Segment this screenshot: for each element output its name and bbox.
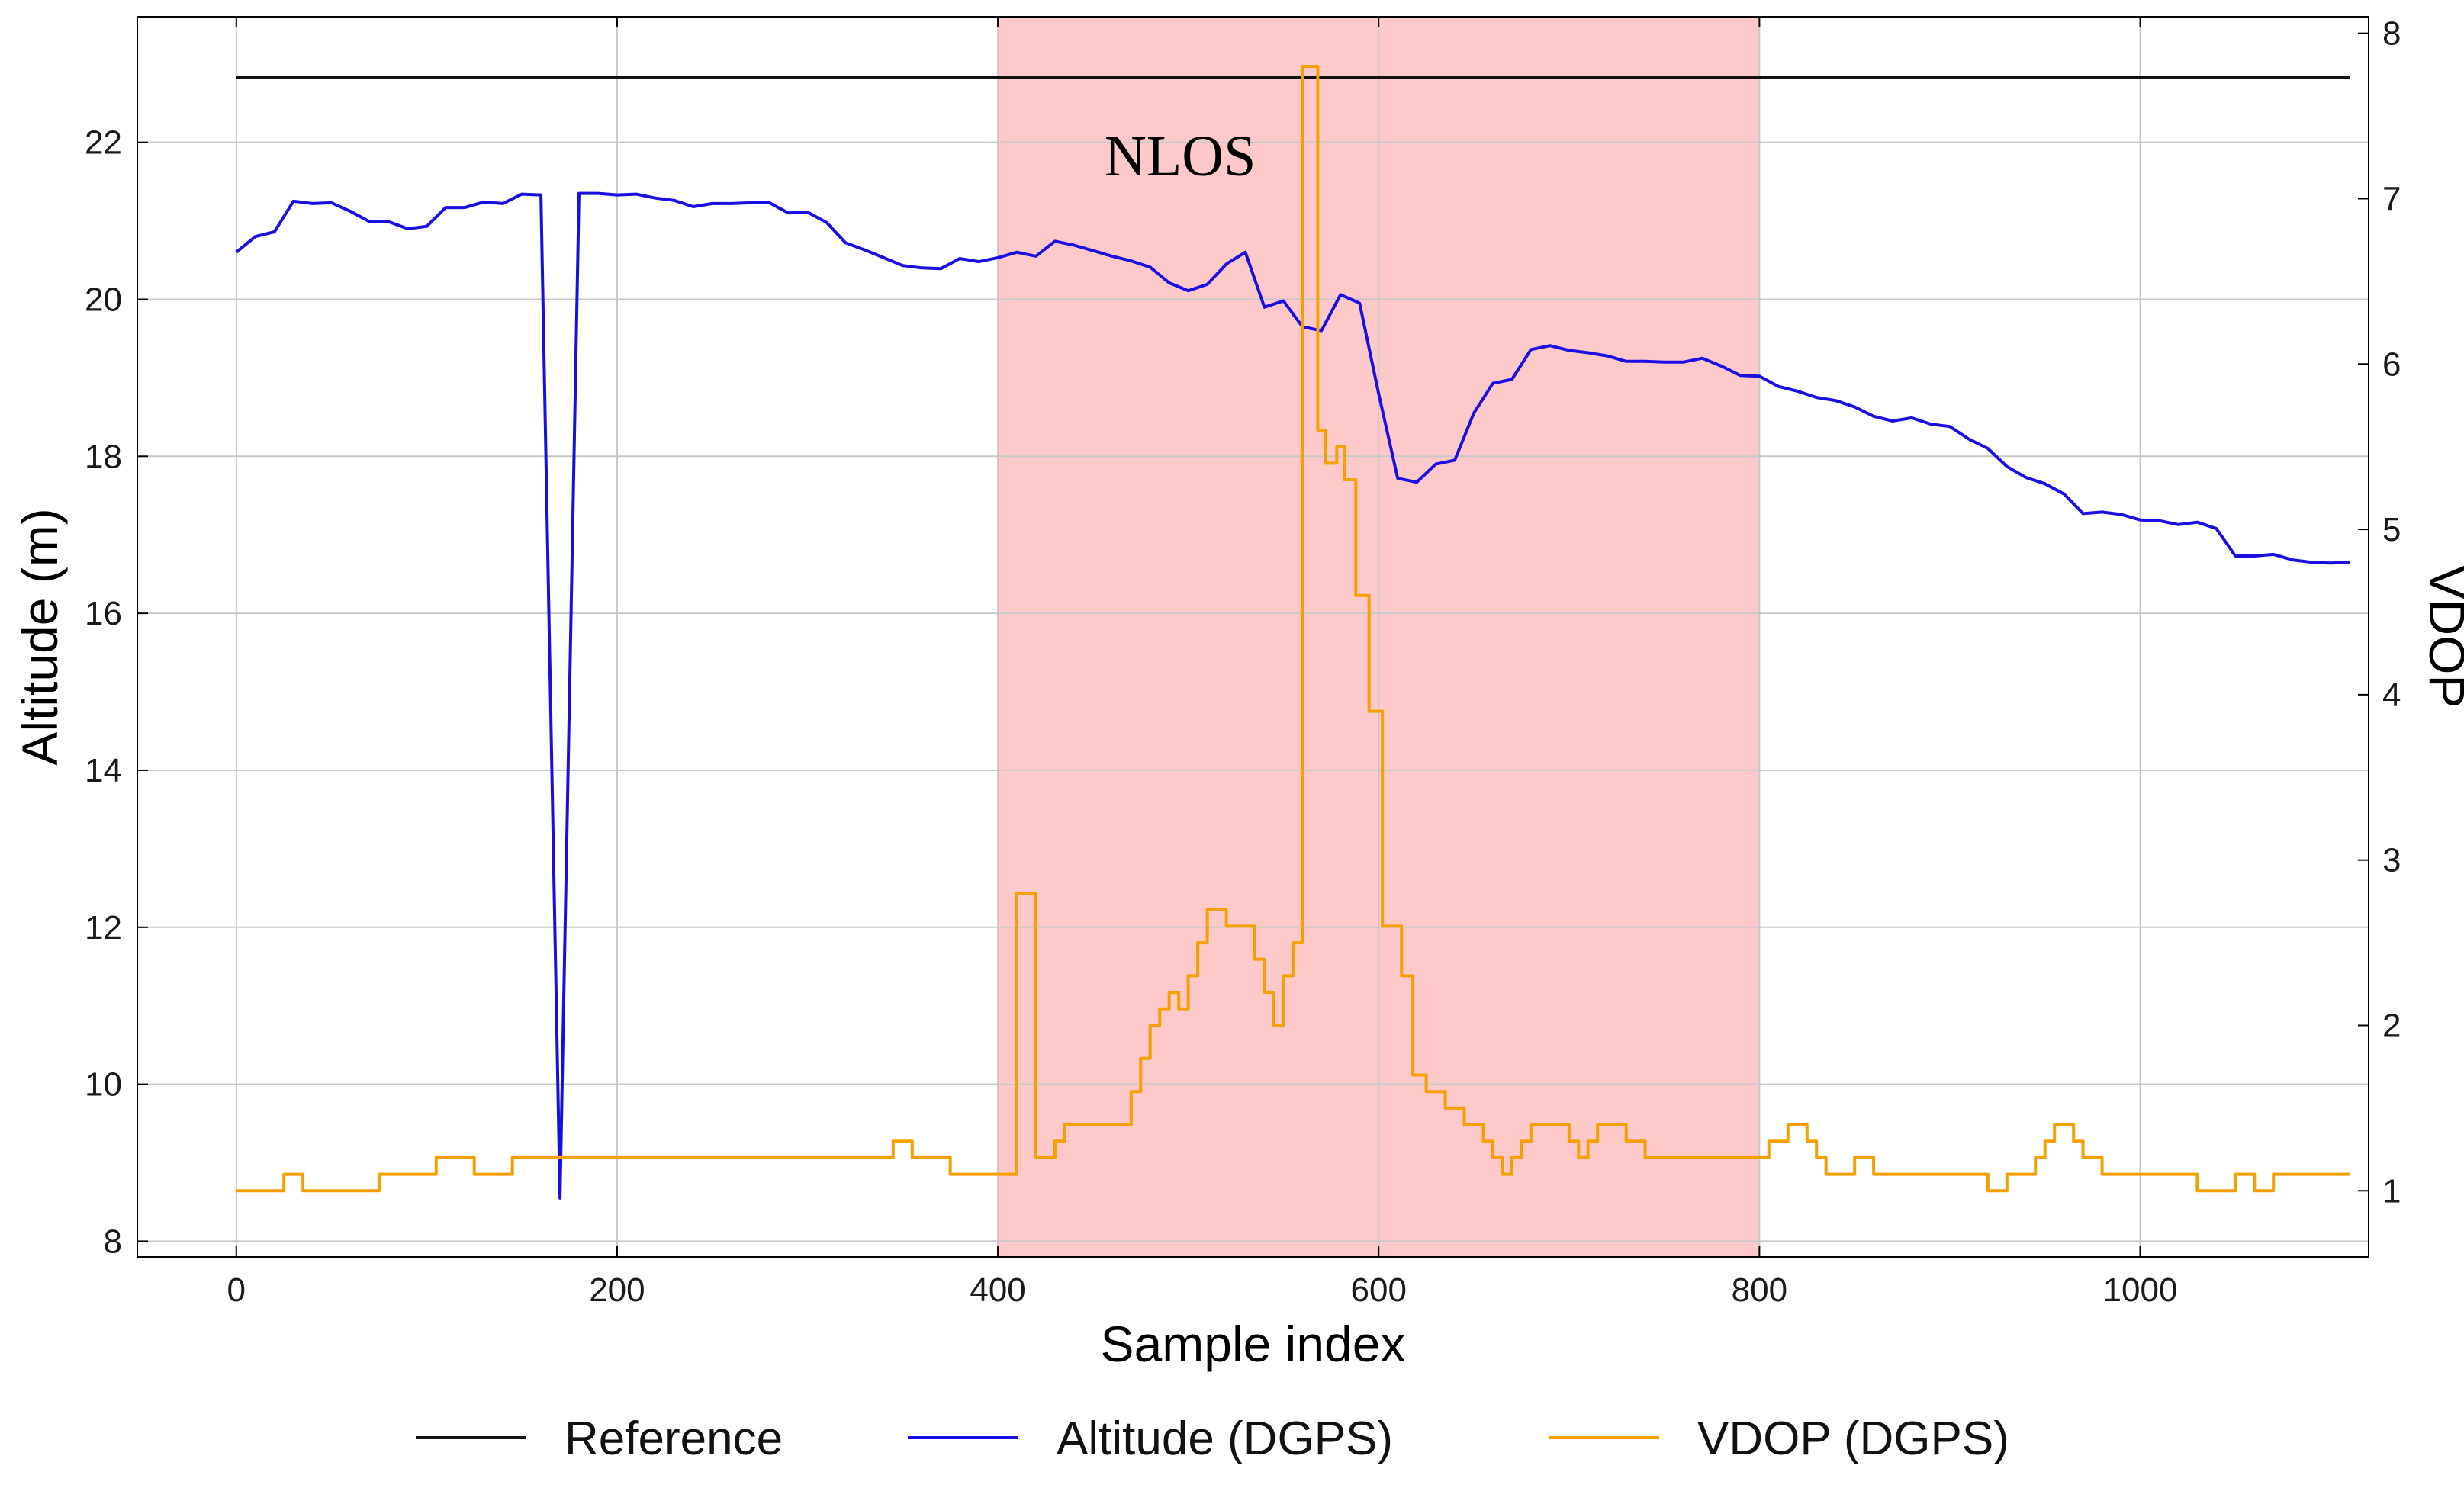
y-tick-label: 12 bbox=[85, 909, 122, 946]
x-tick-label: 400 bbox=[970, 1271, 1025, 1309]
y2-tick-label: 6 bbox=[2382, 345, 2401, 383]
nlos-annotation: NLOS bbox=[1105, 124, 1256, 188]
x-tick-label: 600 bbox=[1351, 1271, 1407, 1309]
y2-axis-label: VDOP bbox=[2419, 565, 2464, 708]
y2-tick-label: 2 bbox=[2382, 1007, 2401, 1044]
y-tick-label: 22 bbox=[85, 124, 122, 162]
series-layer bbox=[235, 65, 2350, 1200]
x-tick-label: 800 bbox=[1732, 1271, 1787, 1309]
y2-tick-label: 7 bbox=[2382, 180, 2401, 217]
legend: Reference Altitude (DGPS) VDOP (DGPS) bbox=[416, 1412, 2009, 1465]
x-tick-label: 200 bbox=[589, 1271, 645, 1309]
y2-tick-label: 5 bbox=[2382, 511, 2401, 548]
y-tick-label: 8 bbox=[104, 1223, 122, 1260]
y-tick-label: 10 bbox=[85, 1066, 122, 1104]
y-axis-label: Altitude (m) bbox=[11, 508, 68, 765]
series-line-altitude-dgps bbox=[235, 191, 2350, 1200]
y2-tick-label: 8 bbox=[2382, 15, 2401, 53]
y-tick-label: 14 bbox=[85, 752, 122, 789]
legend-label-reference: Reference bbox=[565, 1412, 783, 1465]
y2-tick-label: 3 bbox=[2382, 842, 2401, 879]
legend-label-altitude-dgps: Altitude (DGPS) bbox=[1057, 1412, 1393, 1465]
legend-label-vdop-dgps: VDOP (DGPS) bbox=[1697, 1412, 2009, 1465]
y2-tick-label: 4 bbox=[2382, 677, 2401, 714]
y2-tick-label: 1 bbox=[2382, 1172, 2401, 1210]
grid-layer bbox=[137, 17, 2369, 1257]
x-tick-label: 0 bbox=[227, 1271, 246, 1309]
x-axis-label: Sample index bbox=[1101, 1316, 1406, 1372]
series-line-vdop-dgps bbox=[236, 65, 2350, 1193]
x-tick-label: 1000 bbox=[2103, 1271, 2178, 1309]
y-tick-label: 20 bbox=[85, 281, 122, 318]
plot-frame bbox=[137, 16, 2369, 1258]
y-tick-label: 18 bbox=[85, 438, 122, 475]
y-tick-label: 16 bbox=[85, 595, 122, 632]
